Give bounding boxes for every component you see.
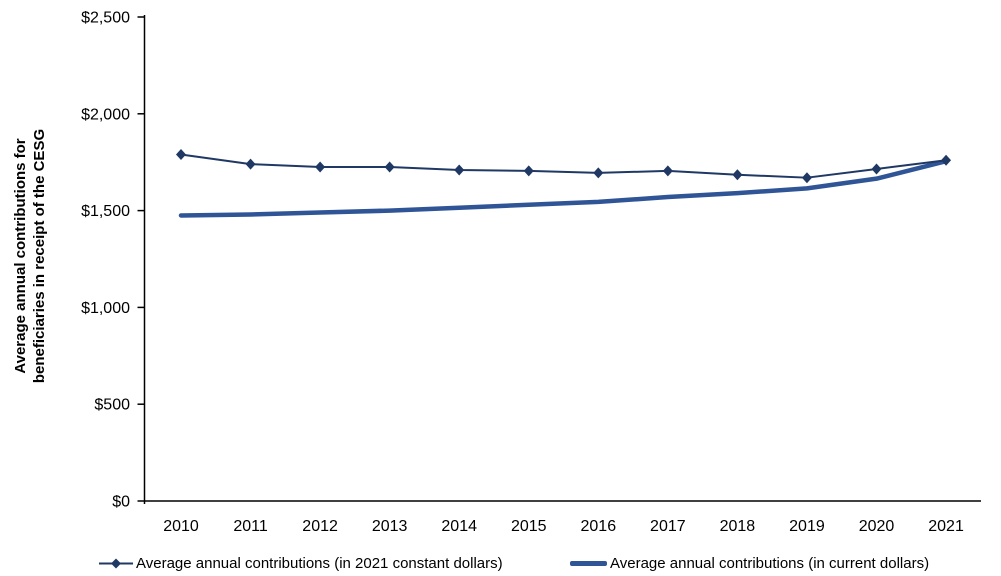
legend-label-constant-dollars: Average annual contributions (in 2021 co… [136, 554, 503, 572]
x-tick-label: 2015 [511, 518, 547, 535]
legend: Average annual contributions (in 2021 co… [0, 552, 1001, 574]
x-tick-label: 2020 [859, 518, 895, 535]
data-point-marker [523, 165, 534, 177]
legend-item-constant-dollars: Average annual contributions (in 2021 co… [99, 552, 503, 574]
x-tick-label: 2016 [581, 518, 617, 535]
y-tick-label: $1,000 [81, 300, 130, 317]
data-point-marker [176, 148, 186, 160]
y-axis-title-line-2: beneficiaries in receipt of the CESG [31, 128, 48, 384]
x-tick-label: 2019 [789, 518, 825, 535]
y-tick-label: $2,500 [81, 10, 130, 27]
y-tick-label: $1,500 [81, 203, 130, 220]
data-point-marker [801, 172, 812, 184]
data-point-marker [662, 165, 673, 177]
series-current-dollars-line [178, 158, 949, 218]
legend-item-current-dollars: Average annual contributions (in current… [570, 552, 929, 574]
y-tick-label: $2,000 [81, 106, 130, 123]
x-tick-label: 2021 [928, 518, 964, 535]
y-axis-title: Average annual contributions for benefic… [11, 76, 49, 436]
data-point-marker [315, 161, 326, 173]
data-point-marker [384, 161, 395, 173]
thick-line-marker-icon [570, 560, 607, 566]
x-tick-label: 2011 [233, 518, 268, 535]
data-point-marker [732, 169, 743, 181]
data-point-marker [941, 154, 952, 166]
x-tick-label: 2018 [720, 518, 756, 535]
y-axis-title-line-1: Average annual contributions for [12, 138, 29, 374]
y-tick-label: $500 [94, 397, 130, 414]
data-point-marker [245, 158, 256, 170]
x-tick-label: 2017 [650, 518, 686, 535]
data-point-marker [593, 167, 604, 179]
diamond-line-marker-icon [99, 558, 133, 568]
x-tick-label: 2014 [441, 518, 477, 535]
series-constant-dollars-line [180, 153, 948, 179]
data-point-marker [454, 164, 465, 176]
x-tick-label: 2010 [163, 518, 199, 535]
y-tick-label: $0 [112, 494, 130, 511]
data-point-marker [871, 163, 882, 175]
x-tick-label: 2012 [302, 518, 338, 535]
legend-label-current-dollars: Average annual contributions (in current… [610, 554, 930, 572]
x-tick-label: 2013 [372, 518, 408, 535]
